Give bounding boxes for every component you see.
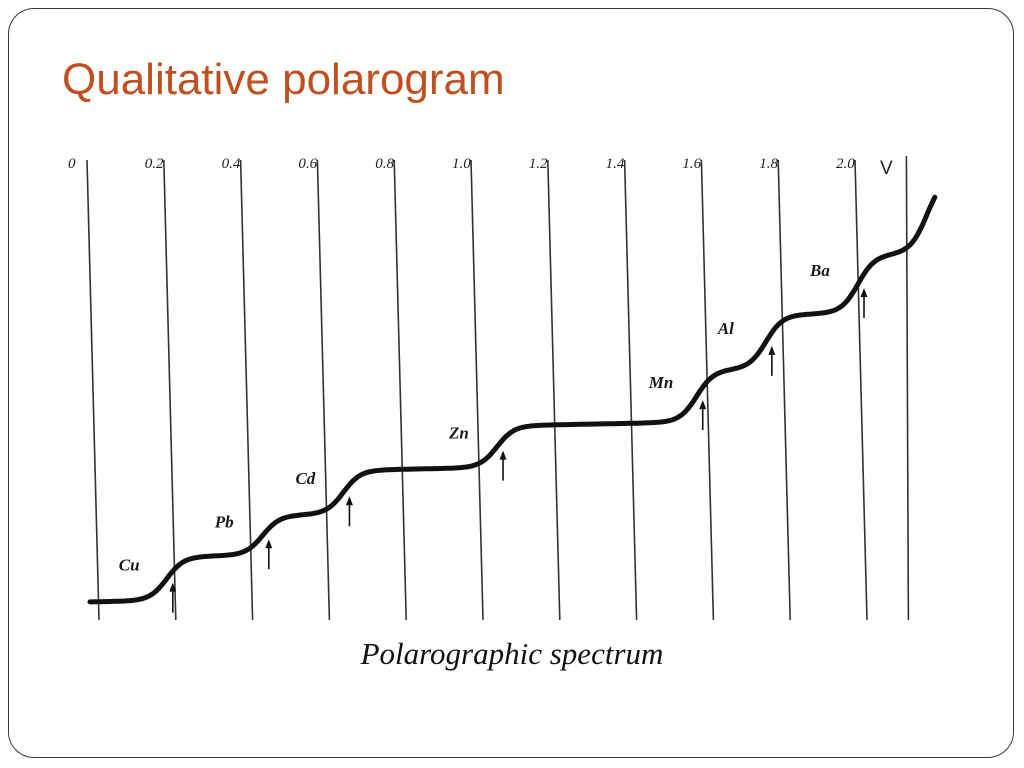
- tick-label-10: 2.0: [836, 156, 855, 172]
- potential-unit-label: V: [880, 158, 893, 179]
- potential-grid-lines: [86, 155, 910, 621]
- arrow-mn: [699, 400, 707, 431]
- arrow-cu: [169, 582, 177, 613]
- grid-line-6: [547, 159, 561, 621]
- tick-label-0: 0: [68, 156, 76, 172]
- ion-label-cu: Cu: [119, 556, 140, 575]
- tick-label-7: 1.4: [606, 156, 625, 172]
- ion-label-zn: Zn: [448, 424, 469, 443]
- tick-label-2: 0.4: [222, 156, 241, 172]
- slide-title: Qualitative polarogram: [62, 55, 505, 104]
- ion-label-pb: Pb: [214, 512, 234, 531]
- ion-label-mn: Mn: [648, 373, 674, 392]
- grid-line-1: [163, 159, 177, 621]
- grid-line-3: [316, 159, 331, 621]
- slide-frame: [8, 8, 1014, 758]
- grid-line-0: [86, 159, 100, 621]
- grid-line-8: [700, 159, 715, 621]
- grid-line-right-edge: [905, 155, 910, 621]
- grid-line-10: [854, 159, 868, 621]
- tick-label-5: 1.0: [452, 156, 471, 172]
- arrow-pb: [265, 539, 273, 570]
- arrow-ba: [860, 288, 868, 319]
- figure-caption: Polarographic spectrum: [360, 636, 664, 671]
- potential-tick-labels: 0 0.2 0.4 0.6 0.8 1.0 1.2 1.4 1.6 1.8 2.0: [68, 156, 855, 172]
- ion-label-cd: Cd: [295, 469, 315, 488]
- arrow-cd: [345, 496, 353, 527]
- tick-label-9: 1.8: [759, 156, 778, 172]
- grid-line-5: [470, 159, 484, 621]
- polarogram-chart: 0 0.2 0.4 0.6 0.8 1.0 1.2 1.4 1.6 1.8 2.0 V Cu Pb Cd…: [68, 155, 938, 621]
- tick-label-3: 0.6: [298, 156, 317, 172]
- grid-line-7: [623, 159, 638, 621]
- tick-label-4: 0.8: [375, 156, 394, 172]
- grid-line-9: [777, 159, 791, 621]
- half-wave-arrows: [169, 288, 868, 613]
- polarogram-figure: 0 0.2 0.4 0.6 0.8 1.0 1.2 1.4 1.6 1.8 2.0 V Cu Pb Cd…: [60, 146, 950, 624]
- tick-label-8: 1.6: [682, 156, 701, 172]
- arrow-al: [768, 345, 776, 376]
- arrow-zn: [499, 450, 507, 481]
- tick-label-1: 0.2: [145, 156, 164, 172]
- grid-line-2: [239, 159, 254, 621]
- grid-line-4: [393, 159, 407, 621]
- tick-label-6: 1.2: [529, 156, 548, 172]
- polarogram-curve: [87, 194, 938, 605]
- ion-labels: Cu Pb Cd Zn Mn Al Ba: [119, 261, 831, 575]
- ion-label-al: Al: [717, 319, 734, 338]
- ion-label-ba: Ba: [809, 261, 830, 280]
